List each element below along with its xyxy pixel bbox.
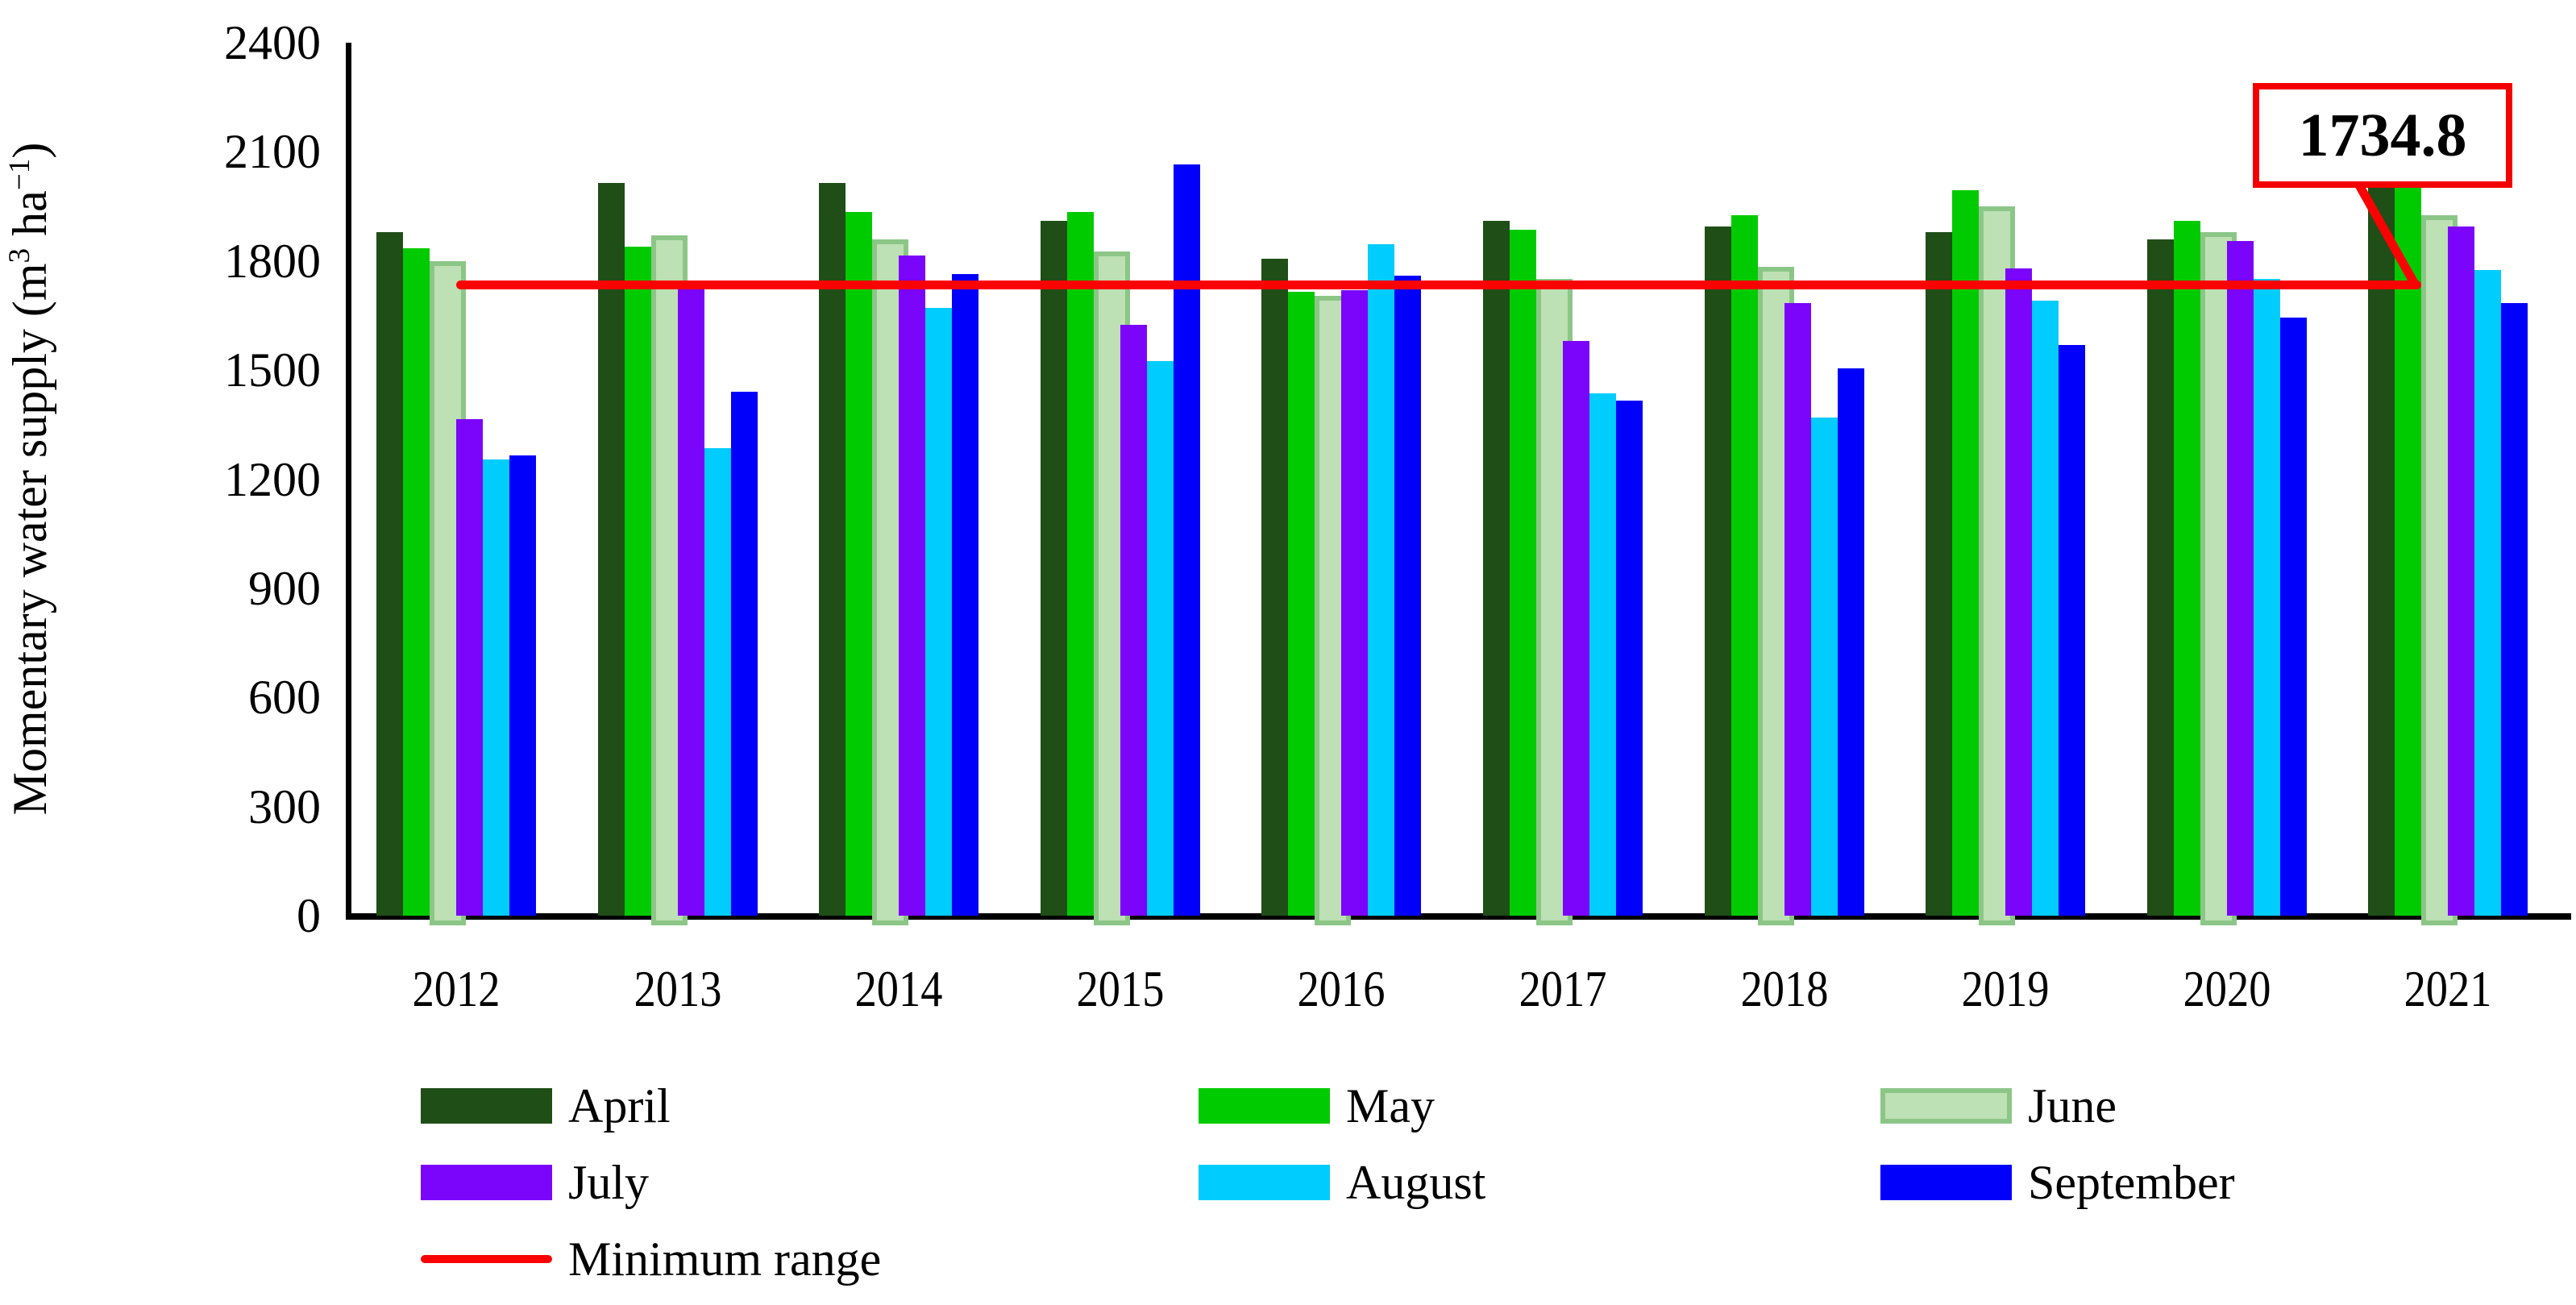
y-axis-line	[346, 43, 351, 919]
bar-2017-may	[1510, 230, 1536, 916]
bar-2018-april	[1704, 226, 1731, 916]
legend-label-august: August	[1346, 1156, 1486, 1209]
annotation-value: 1734.8	[2298, 101, 2467, 169]
bar-2012-august	[483, 459, 509, 916]
bar-2018-may	[1730, 215, 1758, 916]
bar-2021-april	[2368, 179, 2395, 916]
bar-2020-august	[2253, 279, 2280, 916]
y-tick-label-300: 300	[248, 779, 321, 833]
bar-2013-april	[597, 182, 625, 916]
bar-2019-april	[1926, 231, 1953, 916]
legend-line-swatch-minimum-range	[421, 1255, 552, 1263]
legend-label-july: July	[568, 1156, 650, 1209]
legend-label-minimum-range: Minimum range	[568, 1232, 882, 1286]
x-year-label-2016: 2016	[1297, 960, 1386, 1017]
bar-2021-august	[2474, 270, 2502, 916]
x-axis-line	[346, 913, 2571, 920]
bar-2013-september	[730, 392, 758, 916]
y-tick-label-1800: 1800	[224, 234, 321, 288]
bar-2012-may	[403, 247, 430, 916]
legend-swatch-july	[421, 1165, 552, 1200]
legend-swatch-august	[1199, 1165, 1330, 1200]
bar-2017-april	[1483, 221, 1510, 916]
bar-2015-september	[1173, 164, 1200, 916]
bar-2014-august	[925, 308, 953, 916]
bar-2015-may	[1066, 211, 1094, 916]
bar-2012-july	[456, 419, 483, 916]
bar-2019-september	[2059, 344, 2086, 916]
bar-2014-september	[952, 273, 979, 916]
bar-2016-july	[1341, 289, 1369, 916]
bar-2015-april	[1040, 221, 1067, 916]
bar-2017-july	[1563, 341, 1589, 916]
bar-2014-july	[899, 255, 926, 916]
annotation-box: 1734.8	[2253, 83, 2512, 188]
bar-2018-august	[1810, 417, 1838, 916]
bar-2021-september	[2501, 302, 2528, 916]
bar-2013-may	[624, 246, 651, 916]
bar-2021-july	[2448, 226, 2475, 916]
x-year-label-2017: 2017	[1519, 960, 1607, 1017]
bar-2015-july	[1120, 324, 1147, 916]
bar-2017-september	[1616, 401, 1643, 916]
bar-2019-august	[2032, 301, 2059, 916]
bar-2020-july	[2226, 240, 2254, 916]
legend-swatch-june	[1880, 1088, 2012, 1124]
legend-label-september: September	[2028, 1156, 2235, 1209]
bar-2012-september	[509, 455, 536, 916]
bar-2018-july	[1784, 302, 1811, 916]
bar-2018-september	[1837, 368, 1864, 916]
minimum-range-line	[456, 281, 2422, 290]
y-tick-label-1200: 1200	[224, 452, 321, 506]
bar-2016-august	[1368, 244, 1395, 916]
y-tick-label-0: 0	[297, 889, 321, 942]
y-tick-label-1500: 1500	[224, 343, 321, 397]
x-year-label-2013: 2013	[634, 960, 721, 1017]
bar-2019-july	[2005, 268, 2033, 916]
legend-swatch-april	[421, 1088, 552, 1124]
bar-2020-may	[2173, 221, 2200, 916]
bar-2021-may	[2395, 166, 2422, 916]
x-year-label-2018: 2018	[1740, 960, 1828, 1017]
x-year-label-2019: 2019	[1961, 960, 2050, 1017]
legend-label-april: April	[568, 1079, 671, 1133]
bar-2019-may	[1952, 189, 1980, 916]
bar-2013-july	[677, 281, 704, 916]
y-tick-label-2100: 2100	[224, 125, 321, 179]
x-year-label-2014: 2014	[854, 960, 943, 1017]
bar-2020-september	[2279, 317, 2307, 916]
y-tick-label-900: 900	[248, 561, 321, 615]
y-tick-label-600: 600	[248, 671, 321, 725]
bar-2014-may	[846, 211, 873, 916]
legend-label-may: May	[1346, 1079, 1435, 1133]
x-year-label-2012: 2012	[412, 960, 501, 1017]
bar-2013-august	[704, 448, 731, 916]
bar-2015-august	[1146, 360, 1174, 916]
bar-2012-april	[376, 231, 403, 916]
x-year-label-2015: 2015	[1076, 960, 1165, 1017]
legend-swatch-may	[1199, 1088, 1330, 1124]
bar-2016-may	[1288, 292, 1315, 916]
bar-2016-september	[1394, 275, 1422, 916]
legend-swatch-september	[1880, 1165, 2012, 1200]
bar-2020-april	[2146, 239, 2174, 916]
legend-label-june: June	[2028, 1079, 2117, 1133]
y-tick-label-2400: 2400	[224, 16, 321, 69]
x-year-label-2020: 2020	[2183, 960, 2271, 1017]
bar-2017-august	[1589, 393, 1616, 916]
bar-2016-april	[1261, 259, 1289, 916]
bar-2014-april	[819, 182, 846, 916]
x-year-label-2021: 2021	[2404, 960, 2492, 1017]
